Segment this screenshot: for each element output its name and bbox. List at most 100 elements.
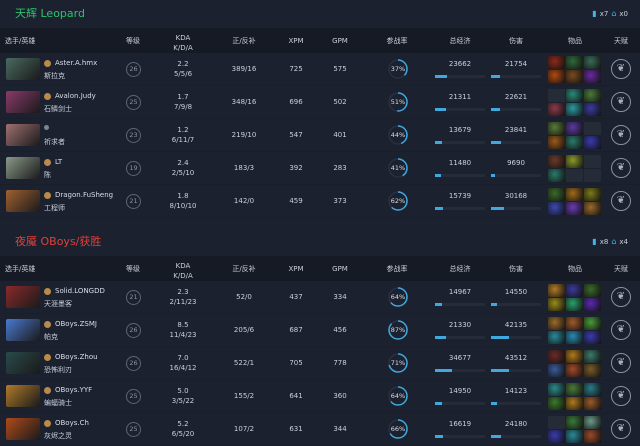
- item-icon[interactable]: [584, 136, 601, 149]
- item-icon[interactable]: [584, 155, 601, 168]
- networth-bar: [435, 369, 485, 372]
- item-icon[interactable]: [584, 317, 601, 330]
- player-name[interactable]: LT: [55, 158, 63, 166]
- item-icon[interactable]: [548, 56, 565, 69]
- item-icon[interactable]: [566, 169, 583, 182]
- player-name[interactable]: OBoys.YYF: [55, 386, 93, 394]
- item-icon[interactable]: [548, 103, 565, 116]
- item-icon[interactable]: [566, 331, 583, 344]
- player-row[interactable]: Aster.A.hmx 斯拉克 26 2.2 5/5/6 389/16 725 5…: [0, 53, 640, 86]
- item-icon[interactable]: [548, 397, 565, 410]
- player-row[interactable]: OBoys.YYF 蝙蝠骑士 25 5.0 3/5/22 155/2 641 36…: [0, 380, 640, 413]
- item-icon[interactable]: [584, 364, 601, 377]
- item-icon[interactable]: [548, 89, 565, 102]
- item-icon[interactable]: [548, 331, 565, 344]
- player-row[interactable]: 祈求者 23 1.2 6/11/7 219/10 547 401 44% 1367…: [0, 119, 640, 152]
- hero-name: 石鳞剑士: [44, 105, 72, 113]
- item-icon[interactable]: [548, 155, 565, 168]
- item-icon[interactable]: [548, 202, 565, 215]
- player-row[interactable]: OBoys.ZSMJ 帕克 26 8.5 11/4/23 205/6 687 45…: [0, 314, 640, 347]
- item-icon[interactable]: [566, 70, 583, 83]
- player-name[interactable]: Dragon.FuSheng: [55, 191, 114, 199]
- item-icon[interactable]: [584, 383, 601, 396]
- item-icon[interactable]: [548, 350, 565, 363]
- item-icon[interactable]: [566, 155, 583, 168]
- item-icon[interactable]: [566, 136, 583, 149]
- item-icon[interactable]: [584, 298, 601, 311]
- player-row[interactable]: OBoys.Zhou 恐怖利刃 26 7.0 16/4/12 522/1 705 …: [0, 347, 640, 380]
- item-icon[interactable]: [584, 350, 601, 363]
- item-icon[interactable]: [548, 188, 565, 201]
- item-icon[interactable]: [584, 122, 601, 135]
- talent-tree-icon[interactable]: ❦: [611, 92, 631, 112]
- player-row[interactable]: Solid.LONGDD 天涯墨客 21 2.3 2/11/23 52/0 437…: [0, 281, 640, 314]
- team-section: 天辉 Leopard ▮ x7 ⌂ x0 选手/英雄 等级 KDA K/D/A 正/反…: [0, 0, 640, 218]
- item-icon[interactable]: [584, 169, 601, 182]
- item-icon[interactable]: [584, 103, 601, 116]
- barracks-icon: ⌂: [611, 237, 617, 246]
- item-icon[interactable]: [566, 284, 583, 297]
- talent-tree-icon[interactable]: ❦: [611, 419, 631, 439]
- item-icon[interactable]: [584, 202, 601, 215]
- item-icon[interactable]: [548, 383, 565, 396]
- item-icon[interactable]: [548, 169, 565, 182]
- item-icon[interactable]: [566, 188, 583, 201]
- talent-tree-icon[interactable]: ❦: [611, 320, 631, 340]
- item-icon[interactable]: [548, 70, 565, 83]
- participation-ring: 37%: [387, 58, 409, 80]
- item-icon[interactable]: [548, 284, 565, 297]
- item-icon[interactable]: [548, 136, 565, 149]
- item-icon[interactable]: [584, 397, 601, 410]
- talent-tree-icon[interactable]: ❦: [611, 125, 631, 145]
- talent-tree-icon[interactable]: ❦: [611, 59, 631, 79]
- item-icon[interactable]: [584, 430, 601, 443]
- item-icon[interactable]: [548, 430, 565, 443]
- player-row[interactable]: Dragon.FuSheng 工程师 21 1.8 8/10/10 142/0 4…: [0, 185, 640, 218]
- talent-tree-icon[interactable]: ❦: [611, 191, 631, 211]
- kda: 5.2 6/5/20: [172, 419, 195, 439]
- item-icon[interactable]: [566, 122, 583, 135]
- item-icon[interactable]: [584, 284, 601, 297]
- hero-name: 斯拉克: [44, 72, 65, 80]
- talent-tree-icon[interactable]: ❦: [611, 386, 631, 406]
- item-icon[interactable]: [548, 317, 565, 330]
- item-icon[interactable]: [584, 416, 601, 429]
- player-name[interactable]: OBoys.ZSMJ: [55, 320, 97, 328]
- damage-value: 9690: [507, 159, 525, 167]
- item-icon[interactable]: [584, 331, 601, 344]
- item-icon[interactable]: [548, 364, 565, 377]
- player-name[interactable]: OBoys.Ch: [55, 419, 89, 427]
- item-icon[interactable]: [548, 122, 565, 135]
- player-name[interactable]: Aster.A.hmx: [55, 59, 98, 67]
- player-name[interactable]: Avalon.Judy: [55, 92, 96, 100]
- rank-badge-icon: [44, 92, 51, 100]
- item-icon[interactable]: [566, 89, 583, 102]
- talent-tree-icon[interactable]: ❦: [611, 353, 631, 373]
- item-icon[interactable]: [566, 430, 583, 443]
- talent-tree-icon[interactable]: ❦: [611, 158, 631, 178]
- item-icon[interactable]: [566, 56, 583, 69]
- player-row[interactable]: LT 陈 19 2.4 2/5/10 183/3 392 283 41% 1148…: [0, 152, 640, 185]
- item-icon[interactable]: [566, 103, 583, 116]
- item-icon[interactable]: [548, 298, 565, 311]
- last-hits: 52/0: [236, 293, 252, 301]
- item-icon[interactable]: [566, 350, 583, 363]
- item-icon[interactable]: [584, 188, 601, 201]
- player-row[interactable]: Avalon.Judy 石鳞剑士 25 1.7 7/9/8 348/16 696 …: [0, 86, 640, 119]
- item-icon[interactable]: [566, 298, 583, 311]
- item-icon[interactable]: [584, 89, 601, 102]
- item-icon[interactable]: [584, 70, 601, 83]
- player-name[interactable]: OBoys.Zhou: [55, 353, 98, 361]
- item-icon[interactable]: [566, 202, 583, 215]
- item-icon[interactable]: [548, 416, 565, 429]
- item-icon[interactable]: [584, 56, 601, 69]
- item-icon[interactable]: [566, 383, 583, 396]
- player-name[interactable]: Solid.LONGDD: [55, 287, 105, 295]
- item-icon[interactable]: [566, 317, 583, 330]
- talent-tree-icon[interactable]: ❦: [611, 287, 631, 307]
- item-icon[interactable]: [566, 397, 583, 410]
- networth-bar: [435, 141, 485, 144]
- item-icon[interactable]: [566, 364, 583, 377]
- item-icon[interactable]: [566, 416, 583, 429]
- player-row[interactable]: OBoys.Ch 灰烬之灵 25 5.2 6/5/20 107/2 631 344…: [0, 413, 640, 446]
